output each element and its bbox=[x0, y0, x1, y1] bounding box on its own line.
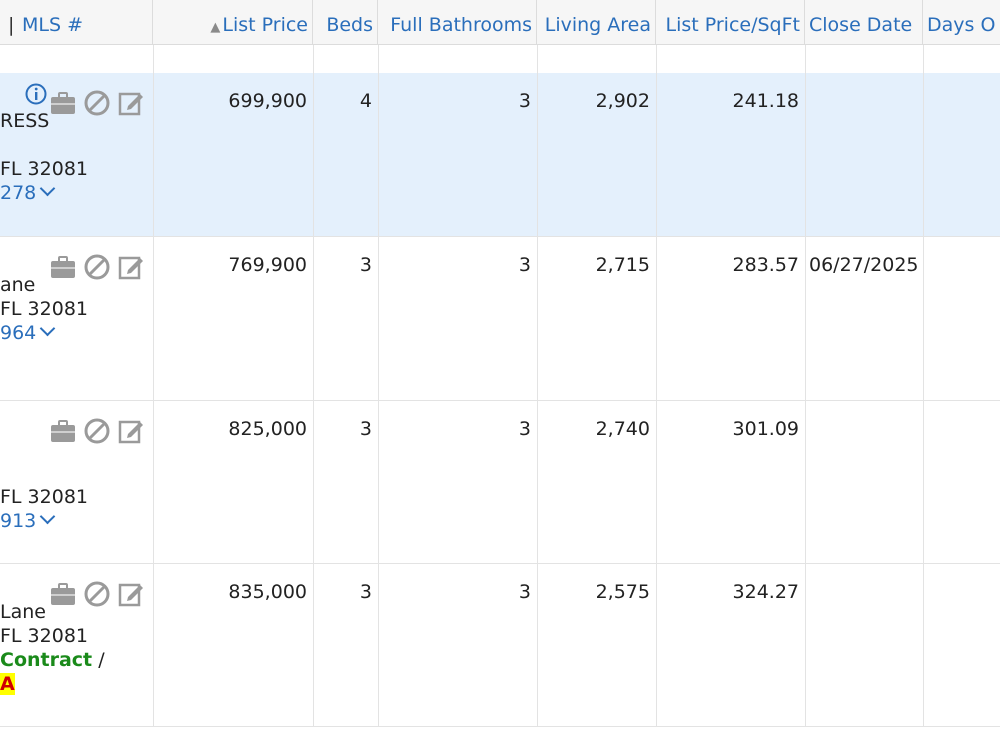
column-label: List Price bbox=[222, 14, 308, 36]
column-label: Close Date bbox=[809, 14, 913, 36]
briefcase-icon[interactable] bbox=[49, 253, 77, 281]
column-divider bbox=[923, 45, 924, 727]
living-area: 2,740 bbox=[595, 418, 650, 440]
address-line-2: FL 32081 bbox=[0, 298, 88, 320]
ban-icon[interactable] bbox=[83, 89, 111, 117]
address-line-2: FL 32081 bbox=[0, 158, 88, 180]
column-label: MLS # bbox=[22, 14, 83, 36]
address-line-1: RESS bbox=[0, 110, 50, 132]
list-price-sqft: 241.18 bbox=[732, 90, 799, 112]
full-bathrooms: 3 bbox=[518, 418, 531, 440]
briefcase-icon[interactable] bbox=[49, 89, 77, 117]
status-separator: / bbox=[98, 649, 105, 671]
column-label: Beds bbox=[326, 14, 373, 36]
list-price: 699,900 bbox=[228, 90, 307, 112]
column-label: Full Bathrooms bbox=[390, 14, 532, 36]
list-price-sqft: 283.57 bbox=[732, 254, 799, 276]
ban-icon[interactable] bbox=[83, 253, 111, 281]
briefcase-icon[interactable] bbox=[49, 417, 77, 445]
mls-number-link[interactable]: 278 bbox=[0, 180, 56, 205]
list-price-sqft: 324.27 bbox=[732, 581, 799, 603]
column-header-list-price-sqft[interactable]: List Price/SqFt bbox=[656, 0, 805, 44]
ban-icon[interactable] bbox=[83, 580, 111, 608]
flag-text: A bbox=[0, 673, 15, 695]
ban-icon[interactable] bbox=[83, 417, 111, 445]
edit-icon[interactable] bbox=[117, 89, 145, 117]
address-line-2: FL 32081 bbox=[0, 625, 88, 647]
mls-number-link[interactable]: 964 bbox=[0, 320, 56, 345]
table-row[interactable]: RESS FL 32081 278 699,900 4 3 2,902 241.… bbox=[0, 73, 1000, 237]
beds: 4 bbox=[359, 90, 372, 112]
column-header-list-price[interactable]: ▲ List Price bbox=[153, 0, 313, 44]
column-label: List Price/SqFt bbox=[665, 14, 800, 36]
chevron-down-icon[interactable] bbox=[39, 320, 56, 337]
address-line-1: ane bbox=[0, 274, 36, 296]
list-price: 835,000 bbox=[228, 581, 307, 603]
column-header-beds[interactable]: Beds bbox=[313, 0, 378, 44]
living-area: 2,575 bbox=[595, 581, 650, 603]
column-divider bbox=[656, 45, 657, 727]
chevron-down-icon[interactable] bbox=[39, 180, 56, 197]
mls-number[interactable]: 278 bbox=[0, 182, 37, 204]
column-divider bbox=[378, 45, 379, 727]
column-label: Living Area bbox=[544, 14, 651, 36]
status-text: Contract bbox=[0, 649, 93, 671]
list-price: 825,000 bbox=[228, 418, 307, 440]
flag-badge: A bbox=[0, 672, 15, 696]
column-label: Days O bbox=[927, 14, 996, 36]
living-area: 2,715 bbox=[595, 254, 650, 276]
column-header-close-date[interactable]: Close Date bbox=[805, 0, 923, 44]
column-divider bbox=[537, 45, 538, 727]
address-line-2: FL 32081 bbox=[0, 486, 88, 508]
close-date: 06/27/2025 bbox=[809, 254, 919, 276]
full-bathrooms: 3 bbox=[518, 254, 531, 276]
status-line: Contract / bbox=[0, 648, 105, 672]
chevron-down-icon[interactable] bbox=[39, 508, 56, 525]
beds: 3 bbox=[359, 581, 372, 603]
address-line-1: Lane bbox=[0, 601, 46, 623]
edit-icon[interactable] bbox=[117, 417, 145, 445]
triangle-up-icon: ▲ bbox=[210, 20, 221, 35]
beds: 3 bbox=[359, 418, 372, 440]
column-header-full-bathrooms[interactable]: Full Bathrooms bbox=[378, 0, 537, 44]
table-row[interactable]: ane FL 32081 964 769,900 3 3 2,715 283.5… bbox=[0, 237, 1000, 401]
full-bathrooms: 3 bbox=[518, 90, 531, 112]
column-divider bbox=[313, 45, 314, 727]
table-header: | MLS # ▲ List Price Beds Full Bathrooms … bbox=[0, 0, 1000, 45]
column-divider bbox=[153, 45, 154, 727]
column-header-mls[interactable]: MLS # bbox=[18, 0, 153, 44]
table-row[interactable]: Lane FL 32081 Contract / A 835,000 3 3 2… bbox=[0, 564, 1000, 727]
mls-number[interactable]: 964 bbox=[0, 322, 37, 344]
living-area: 2,902 bbox=[595, 90, 650, 112]
mls-number[interactable]: 913 bbox=[0, 510, 37, 532]
column-header-living-area[interactable]: Living Area bbox=[537, 0, 656, 44]
info-icon[interactable] bbox=[25, 83, 47, 105]
column-separator: | bbox=[8, 14, 15, 36]
list-price: 769,900 bbox=[228, 254, 307, 276]
edit-icon[interactable] bbox=[117, 253, 145, 281]
briefcase-icon[interactable] bbox=[49, 580, 77, 608]
column-divider bbox=[805, 45, 806, 727]
edit-icon[interactable] bbox=[117, 580, 145, 608]
table-row[interactable]: FL 32081 913 825,000 3 3 2,740 301.09 bbox=[0, 401, 1000, 564]
full-bathrooms: 3 bbox=[518, 581, 531, 603]
beds: 3 bbox=[359, 254, 372, 276]
list-price-sqft: 301.09 bbox=[732, 418, 799, 440]
column-header-days[interactable]: Days O bbox=[923, 0, 1000, 44]
mls-number-link[interactable]: 913 bbox=[0, 508, 56, 533]
